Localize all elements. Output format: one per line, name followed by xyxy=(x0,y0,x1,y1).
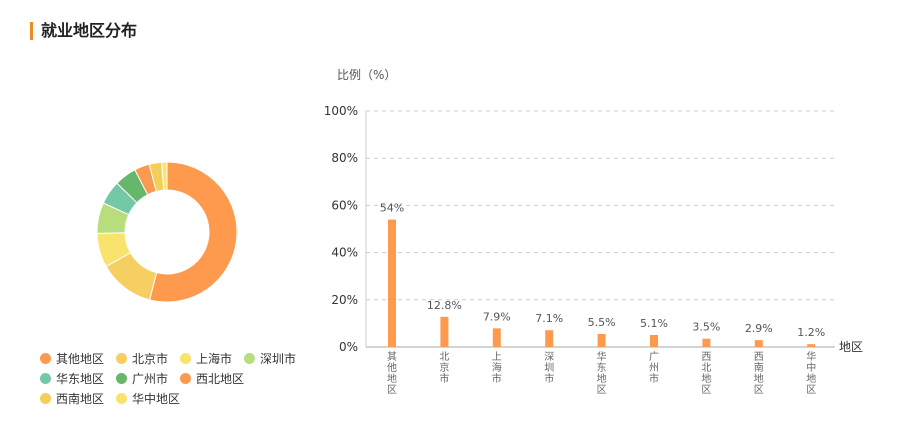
legend-color-dot xyxy=(116,392,128,404)
bar-data-label: 1.2% xyxy=(797,326,825,339)
legend-item[interactable]: 广州市 xyxy=(116,370,168,387)
donut-slice xyxy=(148,161,238,303)
legend-label: 西南地区 xyxy=(56,391,105,406)
x-tick-label: 华中地区 xyxy=(806,350,816,396)
legend-item[interactable]: 华东地区 xyxy=(40,370,104,387)
legend-label: 华中地区 xyxy=(132,391,181,406)
x-tick-label: 华东地区 xyxy=(597,350,607,396)
legend-label: 其他地区 xyxy=(56,351,105,366)
bar-data-label: 54% xyxy=(380,202,404,215)
y-tick-label: 0% xyxy=(339,340,358,354)
legend-color-dot xyxy=(180,352,192,364)
legend-color-dot xyxy=(40,372,51,384)
title-accent-bar xyxy=(30,22,33,40)
bar xyxy=(545,330,554,347)
legend-label: 深圳市 xyxy=(260,351,297,366)
bar-data-label: 2.9% xyxy=(745,322,773,335)
bar-data-label: 7.9% xyxy=(483,310,511,323)
section-title: 就业地区分布 xyxy=(41,21,138,40)
bar-data-label: 12.8% xyxy=(427,299,462,312)
legend-color-dot xyxy=(116,352,128,364)
bar xyxy=(754,340,763,347)
legend-row: 华东地区 广州市 西北地区 xyxy=(40,368,320,388)
legend-row: 其他地区 北京市 上海市 深圳市 xyxy=(40,348,320,368)
bar-data-label: 3.5% xyxy=(692,321,720,334)
bar xyxy=(440,316,449,347)
legend-item[interactable]: 西北地区 xyxy=(180,370,244,387)
y-axis-title: 比例（%） xyxy=(337,68,396,82)
legend-color-dot xyxy=(180,372,192,384)
x-tick-label: 西北地区 xyxy=(701,352,711,396)
bar xyxy=(702,338,711,347)
legend-color-dot xyxy=(244,352,256,364)
x-tick-label: 深圳市 xyxy=(544,351,554,385)
bar xyxy=(807,344,816,347)
x-axis-title: 地区 xyxy=(839,340,863,354)
donut-slice xyxy=(161,161,168,191)
legend-color-dot xyxy=(40,352,51,364)
legend-color-dot xyxy=(40,392,51,404)
donut-legend: 其他地区 北京市 上海市 深圳市华东地区 广州市 西北地区西南地区 华中地区 xyxy=(40,348,320,408)
x-tick-label: 上海市 xyxy=(492,351,502,385)
bar xyxy=(492,328,501,347)
y-tick-label: 20% xyxy=(331,293,358,307)
x-tick-label: 西南地区 xyxy=(754,352,764,396)
x-tick-label: 广州市 xyxy=(649,351,659,385)
legend-item[interactable]: 深圳市 xyxy=(244,350,296,367)
y-tick-label: 60% xyxy=(331,198,358,212)
legend-item[interactable]: 北京市 xyxy=(116,350,168,367)
bar-data-label: 7.1% xyxy=(535,312,563,325)
y-tick-label: 80% xyxy=(331,151,358,165)
legend-label: 北京市 xyxy=(132,351,169,366)
legend-item[interactable]: 西南地区 xyxy=(40,390,104,407)
legend-label: 华东地区 xyxy=(56,371,105,386)
legend-item[interactable]: 其他地区 xyxy=(40,350,104,367)
legend-item[interactable]: 上海市 xyxy=(180,350,232,367)
bar-data-label: 5.1% xyxy=(640,317,668,330)
bar xyxy=(597,334,606,347)
bar xyxy=(388,219,396,347)
bar xyxy=(650,334,658,347)
legend-label: 广州市 xyxy=(132,371,169,386)
legend-label: 上海市 xyxy=(196,351,233,366)
section-header: 就业地区分布 xyxy=(30,20,137,42)
legend-row: 西南地区 华中地区 xyxy=(40,388,320,408)
bar-data-label: 5.5% xyxy=(588,316,616,329)
x-tick-label: 北京市 xyxy=(439,351,449,385)
legend-color-dot xyxy=(116,372,128,384)
x-tick-label: 其他地区 xyxy=(387,351,397,396)
legend-label: 西北地区 xyxy=(196,371,245,386)
legend-item[interactable]: 华中地区 xyxy=(116,390,180,407)
y-tick-label: 100% xyxy=(324,104,358,118)
y-tick-label: 40% xyxy=(331,246,358,260)
